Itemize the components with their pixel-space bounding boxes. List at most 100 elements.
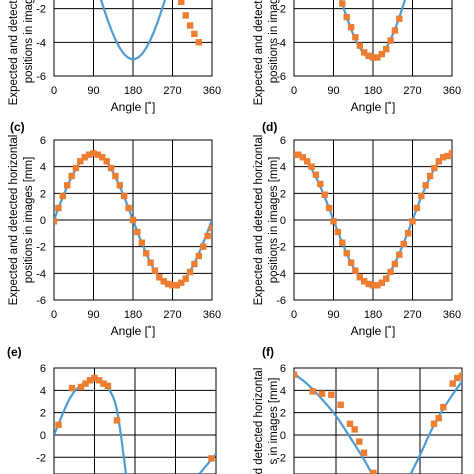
chart-panel-5: -2 0 2 4 6 (e) [7, 345, 217, 474]
detected-position-marker [374, 54, 381, 61]
y-tick-label: 2 [40, 408, 46, 420]
y-tick-label: -2 [36, 242, 46, 254]
x-axis-label: Angle [˚] [111, 100, 156, 114]
detected-position-marker [444, 152, 451, 160]
detected-position-marker [77, 383, 85, 391]
y-tick-label: 2 [280, 188, 286, 200]
detected-position-marker [430, 420, 438, 427]
y-tick-label: 0 [280, 430, 286, 442]
x-tick-label: 0 [291, 309, 297, 321]
detected-position-marker [191, 260, 198, 268]
y-tick-label: 6 [40, 135, 46, 147]
x-tick-label: 360 [443, 309, 461, 321]
detected-position-marker [365, 52, 372, 59]
detected-position-marker [400, 240, 407, 248]
x-tick-label: 0 [51, 85, 57, 97]
detected-position-marker [125, 204, 132, 212]
detected-position-marker [169, 282, 176, 289]
detected-position-marker [360, 449, 368, 456]
x-tick-label: 0 [291, 85, 297, 97]
x-tick-label: 90 [327, 309, 339, 321]
detected-position-marker [352, 267, 359, 274]
detected-position-marker [178, 279, 185, 286]
detected-position-marker [100, 380, 107, 387]
detected-position-marker [454, 374, 461, 382]
detected-position-marker [85, 151, 93, 158]
detected-position-marker [68, 384, 76, 392]
detected-position-marker [309, 388, 316, 395]
x-tick-label: 90 [87, 309, 99, 321]
detected-position-marker [396, 251, 403, 258]
y-tick-label: -4 [276, 37, 286, 49]
y-tick-label: -4 [36, 37, 46, 49]
x-tick-label: 180 [364, 309, 382, 321]
detected-position-marker [195, 252, 202, 260]
y-axis-label: Expected and detected horizontal [8, 135, 20, 306]
detected-position-marker [418, 192, 425, 200]
expected-position-line [54, 378, 128, 474]
detected-position-marker [86, 377, 94, 384]
detected-position-marker [173, 282, 181, 289]
y-axis-label: s in images [mm] [268, 378, 280, 465]
detected-position-marker [325, 204, 333, 212]
detected-position-marker [337, 401, 344, 408]
detected-position-marker [204, 232, 211, 240]
x-axis-label: Angle [˚] [111, 324, 156, 338]
x-tick-label: 270 [403, 85, 421, 97]
plot-area [293, 0, 453, 77]
detected-position-marker [116, 182, 123, 189]
plot-area [293, 367, 463, 474]
detected-position-marker [156, 274, 163, 281]
x-tick-label: 180 [364, 85, 382, 97]
detected-position-marker [143, 250, 150, 257]
detected-position-marker [103, 158, 110, 165]
x-tick-label: 270 [403, 309, 421, 321]
panel-label: (d) [262, 120, 277, 134]
detected-position-marker [107, 164, 115, 172]
detected-position-marker [94, 151, 102, 158]
detected-position-marker [356, 438, 363, 445]
detected-position-marker [361, 278, 368, 285]
detected-position-marker [426, 172, 434, 180]
plot-area [293, 139, 453, 301]
detected-position-marker [182, 275, 189, 282]
x-tick-label: 90 [87, 85, 99, 97]
detected-position-marker [347, 259, 355, 266]
plot-area [53, 0, 213, 77]
detected-position-marker [138, 239, 145, 246]
detected-position-marker [347, 24, 355, 31]
expected-position-line [409, 380, 462, 474]
detected-position-marker [431, 164, 438, 172]
detected-position-marker [356, 42, 363, 49]
y-axis-label: Expected and detected horizontal [253, 0, 265, 105]
y-tick-label: -2 [36, 4, 46, 16]
detected-position-marker [339, 239, 346, 246]
detected-position-marker [413, 204, 421, 212]
detected-position-marker [208, 224, 212, 232]
detected-position-marker [113, 417, 121, 424]
detected-position-marker [404, 230, 412, 237]
panel-label: (f) [262, 345, 274, 359]
detected-position-marker [186, 268, 194, 276]
detected-position-marker [90, 150, 97, 157]
detected-position-marker [449, 380, 456, 387]
detected-position-marker [352, 34, 359, 41]
detected-position-marker [82, 380, 89, 387]
detected-position-marker [330, 218, 337, 225]
x-axis-label: Angle [˚] [351, 100, 396, 114]
detected-position-marker [312, 171, 320, 178]
detected-position-marker [81, 154, 88, 161]
chart-panel-2: -6 -4 -2 0 90 180 270 360 Angle [˚] Expected and … [253, 0, 461, 114]
y-tick-label: 4 [40, 385, 46, 397]
detected-position-marker [112, 172, 119, 180]
y-tick-label: -6 [276, 295, 286, 307]
detected-position-marker [164, 280, 172, 288]
detected-position-marker [72, 164, 80, 172]
x-tick-label: 360 [203, 309, 221, 321]
detected-position-marker [77, 158, 84, 165]
x-tick-label: 360 [203, 85, 221, 97]
detected-position-marker [95, 377, 103, 384]
detected-position-marker [295, 151, 302, 158]
detected-position-marker [448, 150, 452, 157]
